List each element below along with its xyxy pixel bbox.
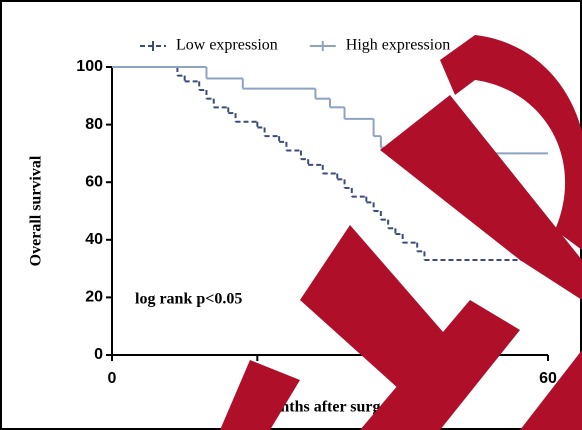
y-tick-label: 0 [94, 346, 103, 363]
x-tick-label: 0 [108, 370, 117, 387]
chart: 0204060801000204060Low expressionHigh ex… [0, 0, 582, 430]
legend-label: High expression [346, 37, 450, 54]
annotation: log rank p<0.05 [135, 291, 242, 308]
y-tick-label: 60 [85, 173, 103, 190]
y-tick-label: 80 [85, 116, 103, 133]
y-axis-title: Overall survival [28, 155, 45, 266]
legend-label: Low expression [176, 37, 278, 54]
y-tick-label: 20 [85, 289, 103, 306]
x-tick-label: 60 [539, 370, 557, 387]
y-tick-label: 100 [76, 58, 103, 75]
y-tick-label: 40 [85, 231, 103, 248]
